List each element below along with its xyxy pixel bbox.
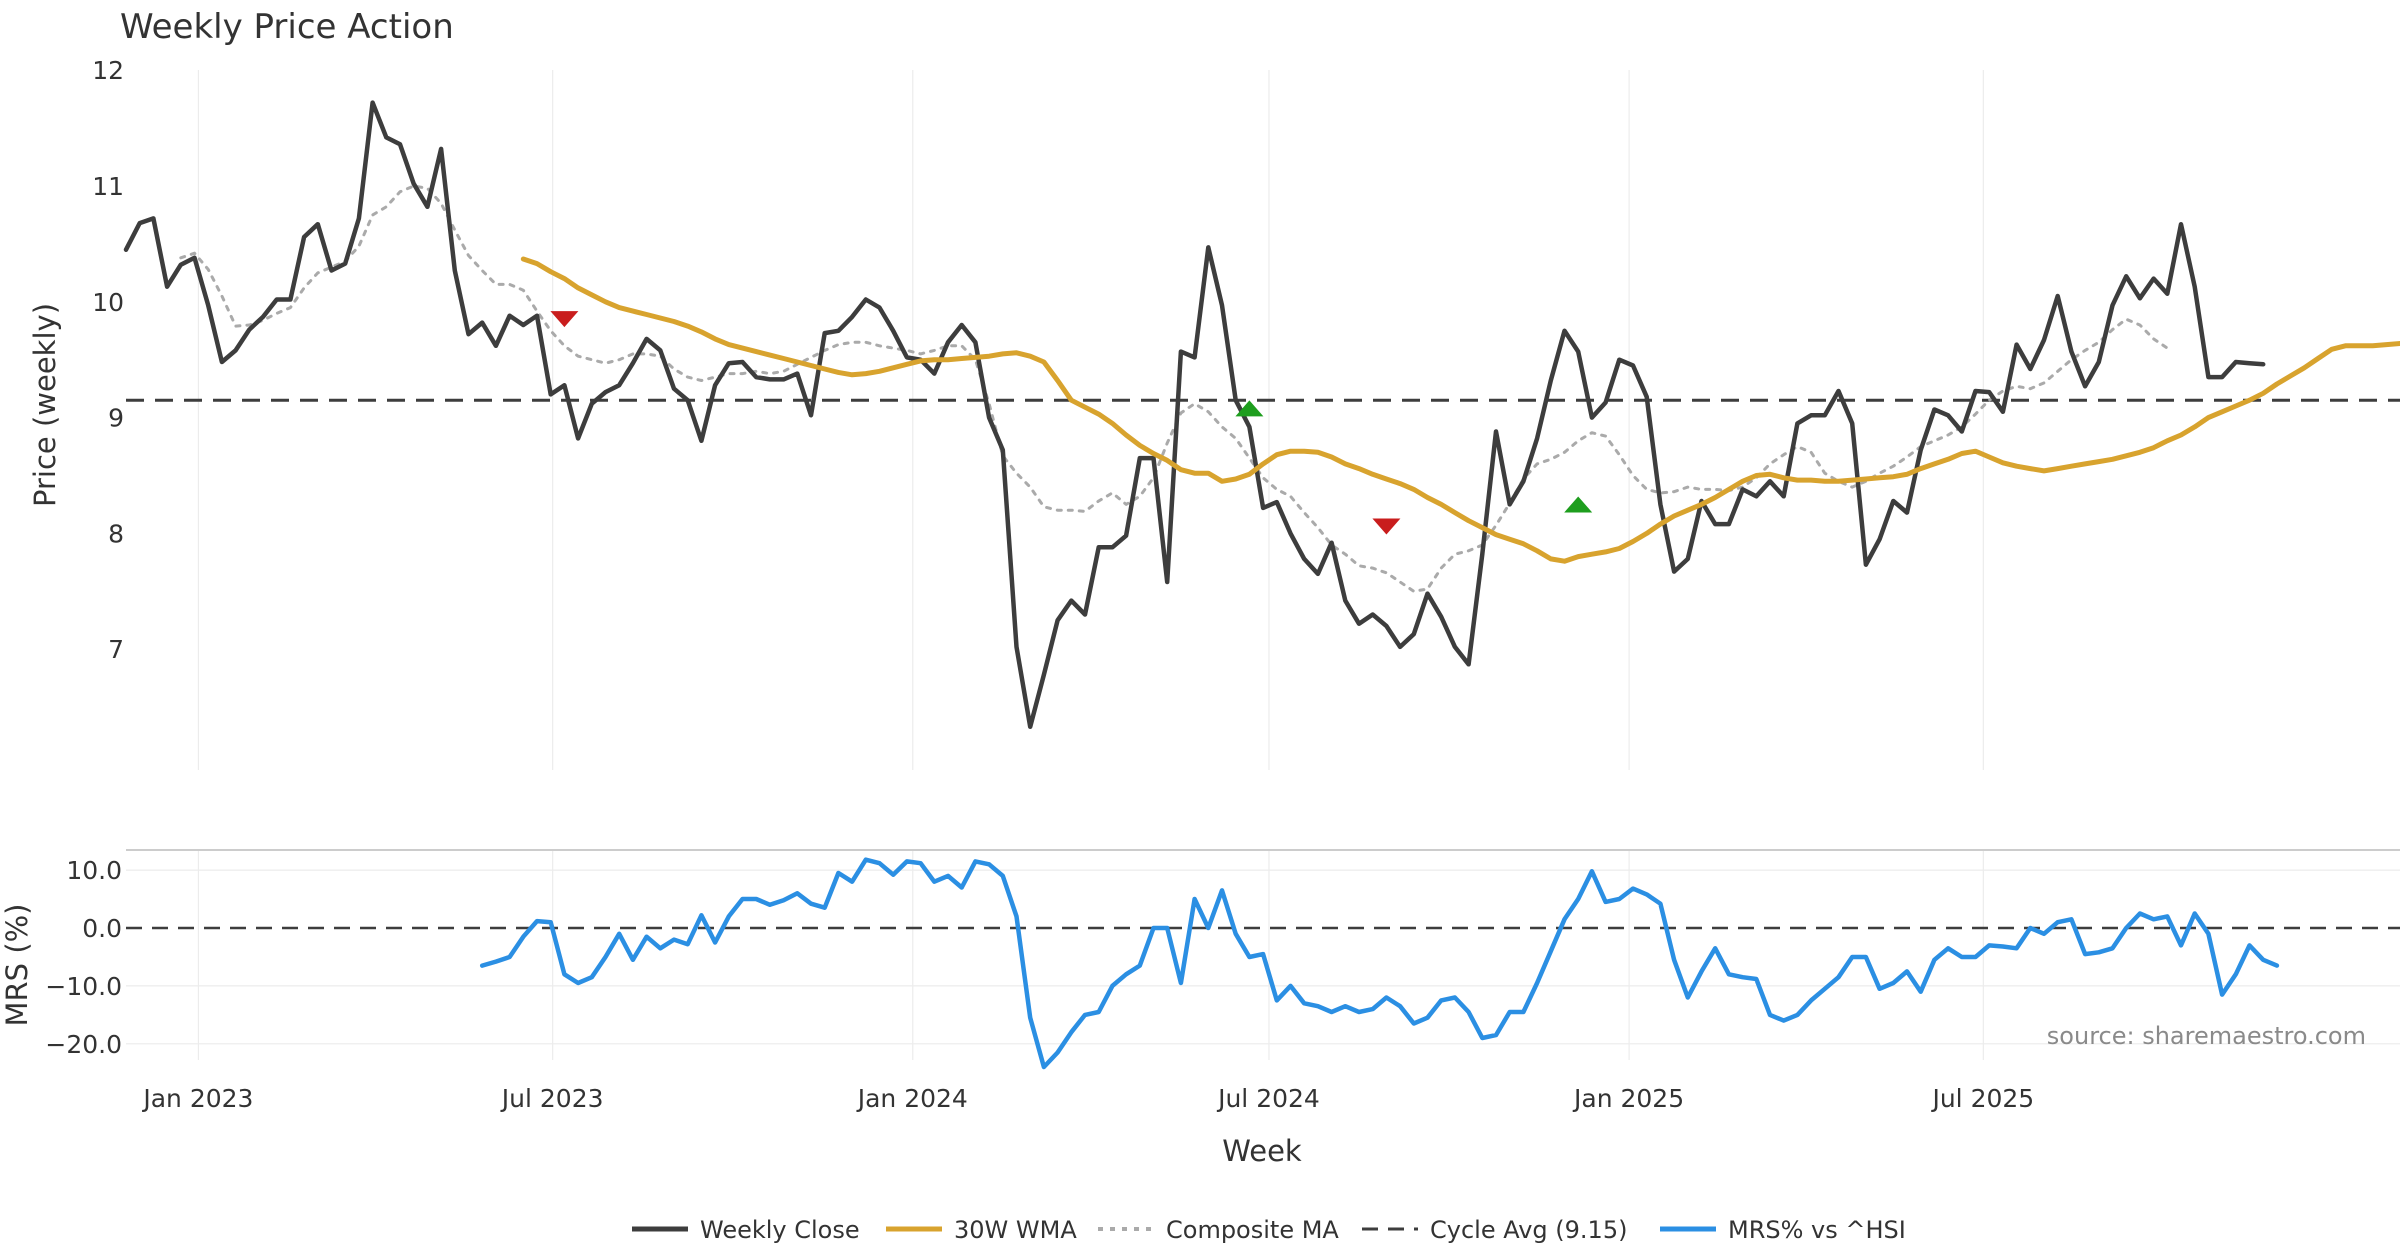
price-y-tick-label: 7 (108, 635, 124, 664)
price-panel: 7 8 9 10 11 12 (92, 56, 2400, 770)
x-axis-label: Week (1222, 1134, 1302, 1168)
mrs-y-tick-label: −10.0 (45, 972, 122, 1001)
x-tick-label: Jul 2025 (1930, 1084, 2034, 1113)
legend-label: 30W WMA (954, 1216, 1077, 1244)
x-axis: Jan 2023 Jul 2023 Jan 2024 Jul 2024 Jan 2025… (141, 1084, 2034, 1113)
price-y-tick-label: 12 (92, 56, 124, 85)
mrs-panel: −20.0 −10.0 0.0 10.0 (45, 849, 2400, 1070)
x-tick-label: Jan 2023 (141, 1084, 253, 1113)
x-tick-label: Jul 2024 (1216, 1084, 1320, 1113)
composite-ma-line (179, 184, 2169, 593)
legend-label: Weekly Close (700, 1216, 860, 1244)
sell-signal-marker (550, 311, 579, 328)
mrs-y-tick-label: −20.0 (45, 1030, 122, 1059)
price-y-axis-label: Price (weekly) (28, 303, 62, 507)
weekly-close-line (123, 100, 2266, 730)
x-tick-label: Jul 2023 (500, 1084, 604, 1113)
legend-label: Cycle Avg (9.15) (1430, 1216, 1627, 1244)
wma-30w-line (520, 256, 2400, 564)
price-y-tick-label: 10 (92, 288, 124, 317)
legend: Weekly Close 30W WMA Composite MA Cycle Avg… (632, 1216, 1906, 1244)
x-tick-label: Jan 2024 (856, 1084, 968, 1113)
mrs-y-tick-label: 10.0 (66, 856, 122, 885)
legend-label: MRS% vs ^HSI (1728, 1216, 1906, 1244)
x-tick-label: Jan 2025 (1572, 1084, 1684, 1113)
legend-label: Composite MA (1166, 1216, 1339, 1244)
mrs-y-axis-label: MRS (%) (0, 904, 34, 1027)
chart-title: Weekly Price Action (120, 7, 454, 47)
mrs-y-tick-label: 0.0 (82, 914, 122, 943)
price-y-tick-label: 11 (92, 172, 124, 201)
source-note: source: sharemaestro.com (2047, 1022, 2366, 1050)
mrs-line (479, 857, 2280, 1070)
sell-signal-marker (1372, 518, 1401, 535)
price-y-tick-label: 9 (108, 404, 124, 433)
buy-signal-marker (1235, 400, 1264, 417)
buy-signal-marker (1564, 496, 1593, 513)
price-y-tick-label: 8 (108, 519, 124, 548)
